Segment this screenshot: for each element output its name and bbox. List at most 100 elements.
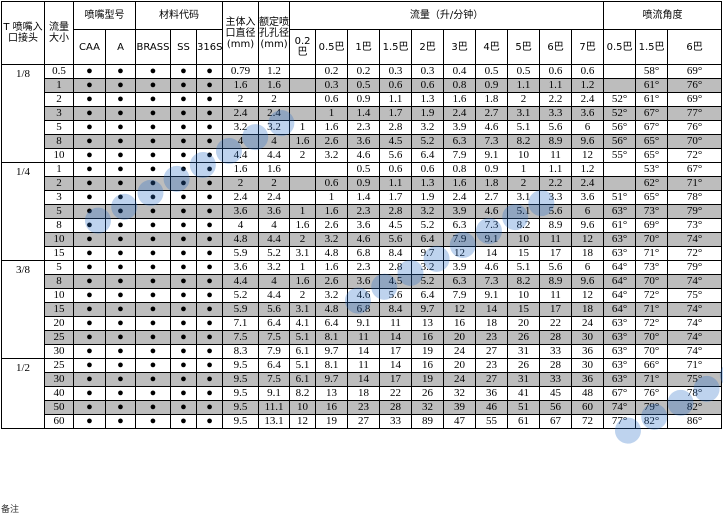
header-angle-col: 1.5巴 (635, 29, 669, 65)
main-diameter-cell: 2.4 (222, 190, 260, 205)
angle-value-cell: 74° (667, 274, 722, 289)
availability-dot: ● (105, 78, 136, 93)
availability-dot: ● (135, 344, 171, 359)
flow-value-cell: 5.1 (507, 204, 541, 219)
table-row: 60 ● ● ● ● ● 9.5 13.1 12 19 27 33 89 47 55 61 67 72 77° 82°… (2, 414, 722, 429)
flow-value-cell: 30 (571, 330, 605, 345)
availability-dot: ● (105, 162, 136, 177)
flow-value-cell: 1.1 (507, 78, 541, 93)
availability-dot: ● (73, 358, 106, 373)
availability-dot: ● (135, 148, 171, 163)
header-spray-angle: 喷流角度 (603, 1, 722, 30)
availability-dot: ● (135, 92, 171, 107)
flow-value-cell: 5.6 (379, 288, 413, 303)
table-row: 15 ● ● ● ● ● 5.9 5.2 3.1 4.8 6.8 8.4 9.7 12 14 15 17 18 63… (2, 246, 722, 261)
angle-value-cell: 70° (667, 134, 722, 149)
flow-value-cell: 7.9 (443, 288, 477, 303)
flow-size-cell: 30 (44, 344, 74, 359)
angle-value-cell: 73° (667, 218, 722, 233)
flow-value-cell: 9.6 (571, 274, 605, 289)
flow-value-cell: 18 (571, 302, 605, 317)
angle-value-cell: 71° (667, 176, 722, 191)
flow-value-cell: 4.1 (289, 316, 317, 331)
flow-value-cell: 3.9 (443, 260, 477, 275)
flow-value-cell: 1.6 (443, 92, 477, 107)
flow-value-cell: 8.1 (315, 358, 349, 373)
availability-dot: ● (105, 330, 136, 345)
flow-value-cell: 1 (507, 162, 541, 177)
availability-dot: ● (105, 414, 136, 429)
flow-value-cell: 51 (507, 400, 541, 415)
header-material-col: 316SS (195, 29, 224, 65)
availability-dot: ● (170, 246, 197, 261)
angle-value-cell: 63° (603, 246, 637, 261)
table-row: 8 ● ● ● ● ● 4 4 1.6 2.6 3.6 4.5 5.2 6.3 7.3 8.2 8.9 9.6 56… (2, 134, 722, 149)
flow-value-cell: 60 (571, 400, 605, 415)
angle-value-cell: 52° (603, 106, 637, 121)
flow-value-cell: 19 (411, 372, 445, 387)
availability-dot: ● (195, 400, 224, 415)
flow-value-cell: 6.4 (411, 288, 445, 303)
flow-size-cell: 40 (44, 386, 74, 401)
angle-value-cell: 78° (667, 386, 722, 401)
flow-value-cell: 1.1 (379, 92, 413, 107)
flow-size-cell: 10 (44, 288, 74, 303)
flow-value-cell: 11 (539, 288, 573, 303)
flow-size-cell: 2 (44, 92, 74, 107)
angle-value-cell: 64° (603, 288, 637, 303)
flow-value-cell: 47 (443, 414, 477, 429)
flow-value-cell: 15 (507, 302, 541, 317)
flow-value-cell: 11 (539, 148, 573, 163)
flow-value-cell: 1.2 (571, 78, 605, 93)
main-diameter-cell: 3.6 (222, 260, 260, 275)
orifice-cell: 11.1 (258, 400, 291, 415)
flow-value-cell: 28 (539, 330, 573, 345)
availability-dot: ● (73, 386, 106, 401)
angle-value-cell: 63° (603, 330, 637, 345)
availability-dot: ● (170, 64, 197, 79)
flow-value-cell: 14 (475, 246, 509, 261)
flow-value-cell: 18 (571, 246, 605, 261)
availability-dot: ● (170, 288, 197, 303)
flow-value-cell: 6.3 (443, 218, 477, 233)
flow-value-cell: 1.1 (379, 176, 413, 191)
angle-value-cell: 67° (603, 386, 637, 401)
availability-dot: ● (105, 232, 136, 247)
main-diameter-cell: 9.5 (222, 414, 260, 429)
flow-value-cell: 1.6 (315, 260, 349, 275)
flow-value-cell (289, 64, 317, 79)
flow-value-cell: 27 (475, 344, 509, 359)
flow-value-cell: 33 (379, 414, 413, 429)
flow-value-cell: 14 (379, 358, 413, 373)
flow-value-cell: 12 (289, 414, 317, 429)
availability-dot: ● (195, 386, 224, 401)
flow-size-cell: 25 (44, 330, 74, 345)
availability-dot: ● (195, 274, 224, 289)
orifice-cell: 4 (258, 134, 291, 149)
flow-value-cell: 2.4 (443, 106, 477, 121)
spec-table-container: T 喷嘴入口接头 流量大小 喷嘴型号 材料代码 主体入口直径(mm) 额定喷孔孔… (1, 1, 722, 506)
flow-value-cell: 6.4 (411, 148, 445, 163)
flow-value-cell: 32 (443, 386, 477, 401)
angle-value-cell: 64° (603, 274, 637, 289)
header-flow-size: 流量大小 (44, 1, 74, 65)
angle-value-cell: 86° (667, 414, 722, 429)
flow-size-cell: 10 (44, 232, 74, 247)
flow-value-cell: 4.6 (475, 260, 509, 275)
flow-value-cell: 16 (315, 400, 349, 415)
table-row: 10 ● ● ● ● ● 4.8 4.4 2 3.2 4.6 5.6 6.4 7.9 9.1 10 11 12 63… (2, 232, 722, 247)
flow-size-cell: 1 (44, 78, 74, 93)
flow-value-cell: 1.6 (315, 204, 349, 219)
flow-value-cell: 1 (289, 120, 317, 135)
angle-value-cell: 72° (635, 316, 669, 331)
angle-value-cell: 69° (667, 64, 722, 79)
availability-dot: ● (73, 218, 106, 233)
flow-value-cell: 11 (347, 358, 381, 373)
angle-value-cell: 74° (667, 330, 722, 345)
availability-dot: ● (135, 260, 171, 275)
main-diameter-cell: 7.1 (222, 316, 260, 331)
flow-size-cell: 30 (44, 372, 74, 387)
availability-dot: ● (195, 372, 224, 387)
angle-value-cell: 63° (603, 358, 637, 373)
flow-value-cell: 2 (289, 288, 317, 303)
